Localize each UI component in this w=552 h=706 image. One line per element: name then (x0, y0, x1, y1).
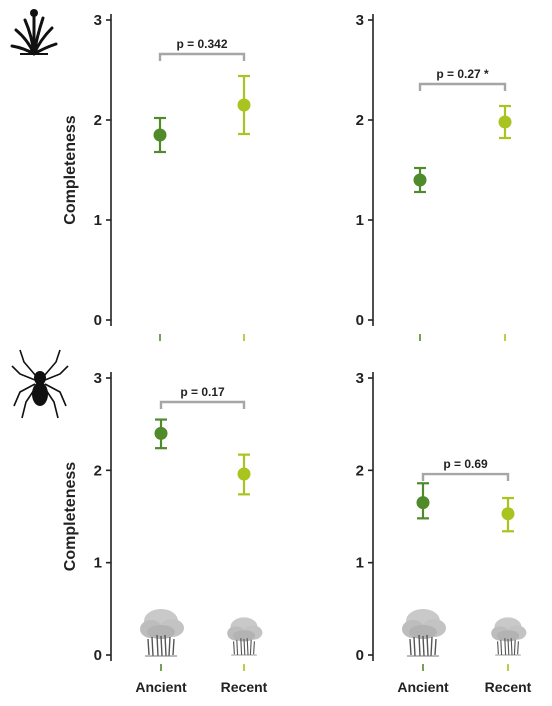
x-tick-label: Recent (221, 679, 268, 695)
y-axis-title: Completeness (62, 115, 79, 224)
y-tick-label: 1 (94, 555, 102, 572)
x-tick-label: Ancient (135, 679, 187, 695)
significance-bracket (418, 82, 507, 91)
p-value-label: p = 0.69 (443, 457, 488, 471)
y-tick-label: 2 (356, 462, 364, 479)
y-tick-label: 1 (356, 555, 364, 572)
y-tick-label: 0 (356, 312, 364, 329)
panel-bottom-left: 0 1 2 3 Completeness Ancient Recent p = 0.17 (62, 370, 268, 695)
y-tick-label: 3 (94, 370, 102, 387)
data-point-recent (237, 98, 251, 112)
tree-icon (401, 608, 447, 657)
data-point-ancient (153, 128, 167, 142)
y-tick-label: 0 (94, 312, 102, 329)
x-tick-label: Ancient (397, 679, 449, 695)
panel-bottom-right: 0 1 2 3 Ancient Recent p = 0.69 (356, 370, 532, 695)
y-tick-label: 2 (94, 112, 102, 129)
y-tick-label: 1 (356, 212, 364, 229)
panel-top-left: 0 1 2 3 Completeness p = 0.342 (62, 12, 251, 341)
p-value-label: p = 0.342 (176, 37, 227, 51)
y-tick-label: 0 (94, 647, 102, 664)
tree-icon (139, 608, 185, 657)
y-tick-label: 1 (94, 212, 102, 229)
significance-bracket (421, 472, 510, 482)
x-tick-label: Recent (485, 679, 532, 695)
tree-icon (226, 616, 263, 656)
y-tick-label: 3 (94, 12, 102, 29)
data-point-recent (237, 467, 251, 481)
tree-icon (490, 616, 527, 656)
panel-top-right: 0 1 2 3 p = 0.27 * (356, 12, 512, 341)
significance-bracket (158, 52, 246, 61)
y-tick-label: 0 (356, 647, 364, 664)
y-tick-label: 2 (356, 112, 364, 129)
spider-icon (11, 349, 69, 419)
data-point-ancient (413, 173, 427, 187)
significance-bracket (159, 400, 246, 410)
data-point-ancient (154, 426, 168, 440)
y-tick-label: 2 (94, 462, 102, 479)
data-point-ancient (416, 496, 430, 510)
p-value-label: p = 0.27 * (436, 67, 489, 81)
data-point-recent (498, 115, 512, 129)
y-axis-title: Completeness (62, 462, 79, 571)
plant-icon (10, 9, 58, 56)
y-tick-label: 3 (356, 12, 364, 29)
y-tick-label: 3 (356, 370, 364, 387)
p-value-label: p = 0.17 (180, 385, 225, 399)
data-point-recent (501, 507, 515, 521)
